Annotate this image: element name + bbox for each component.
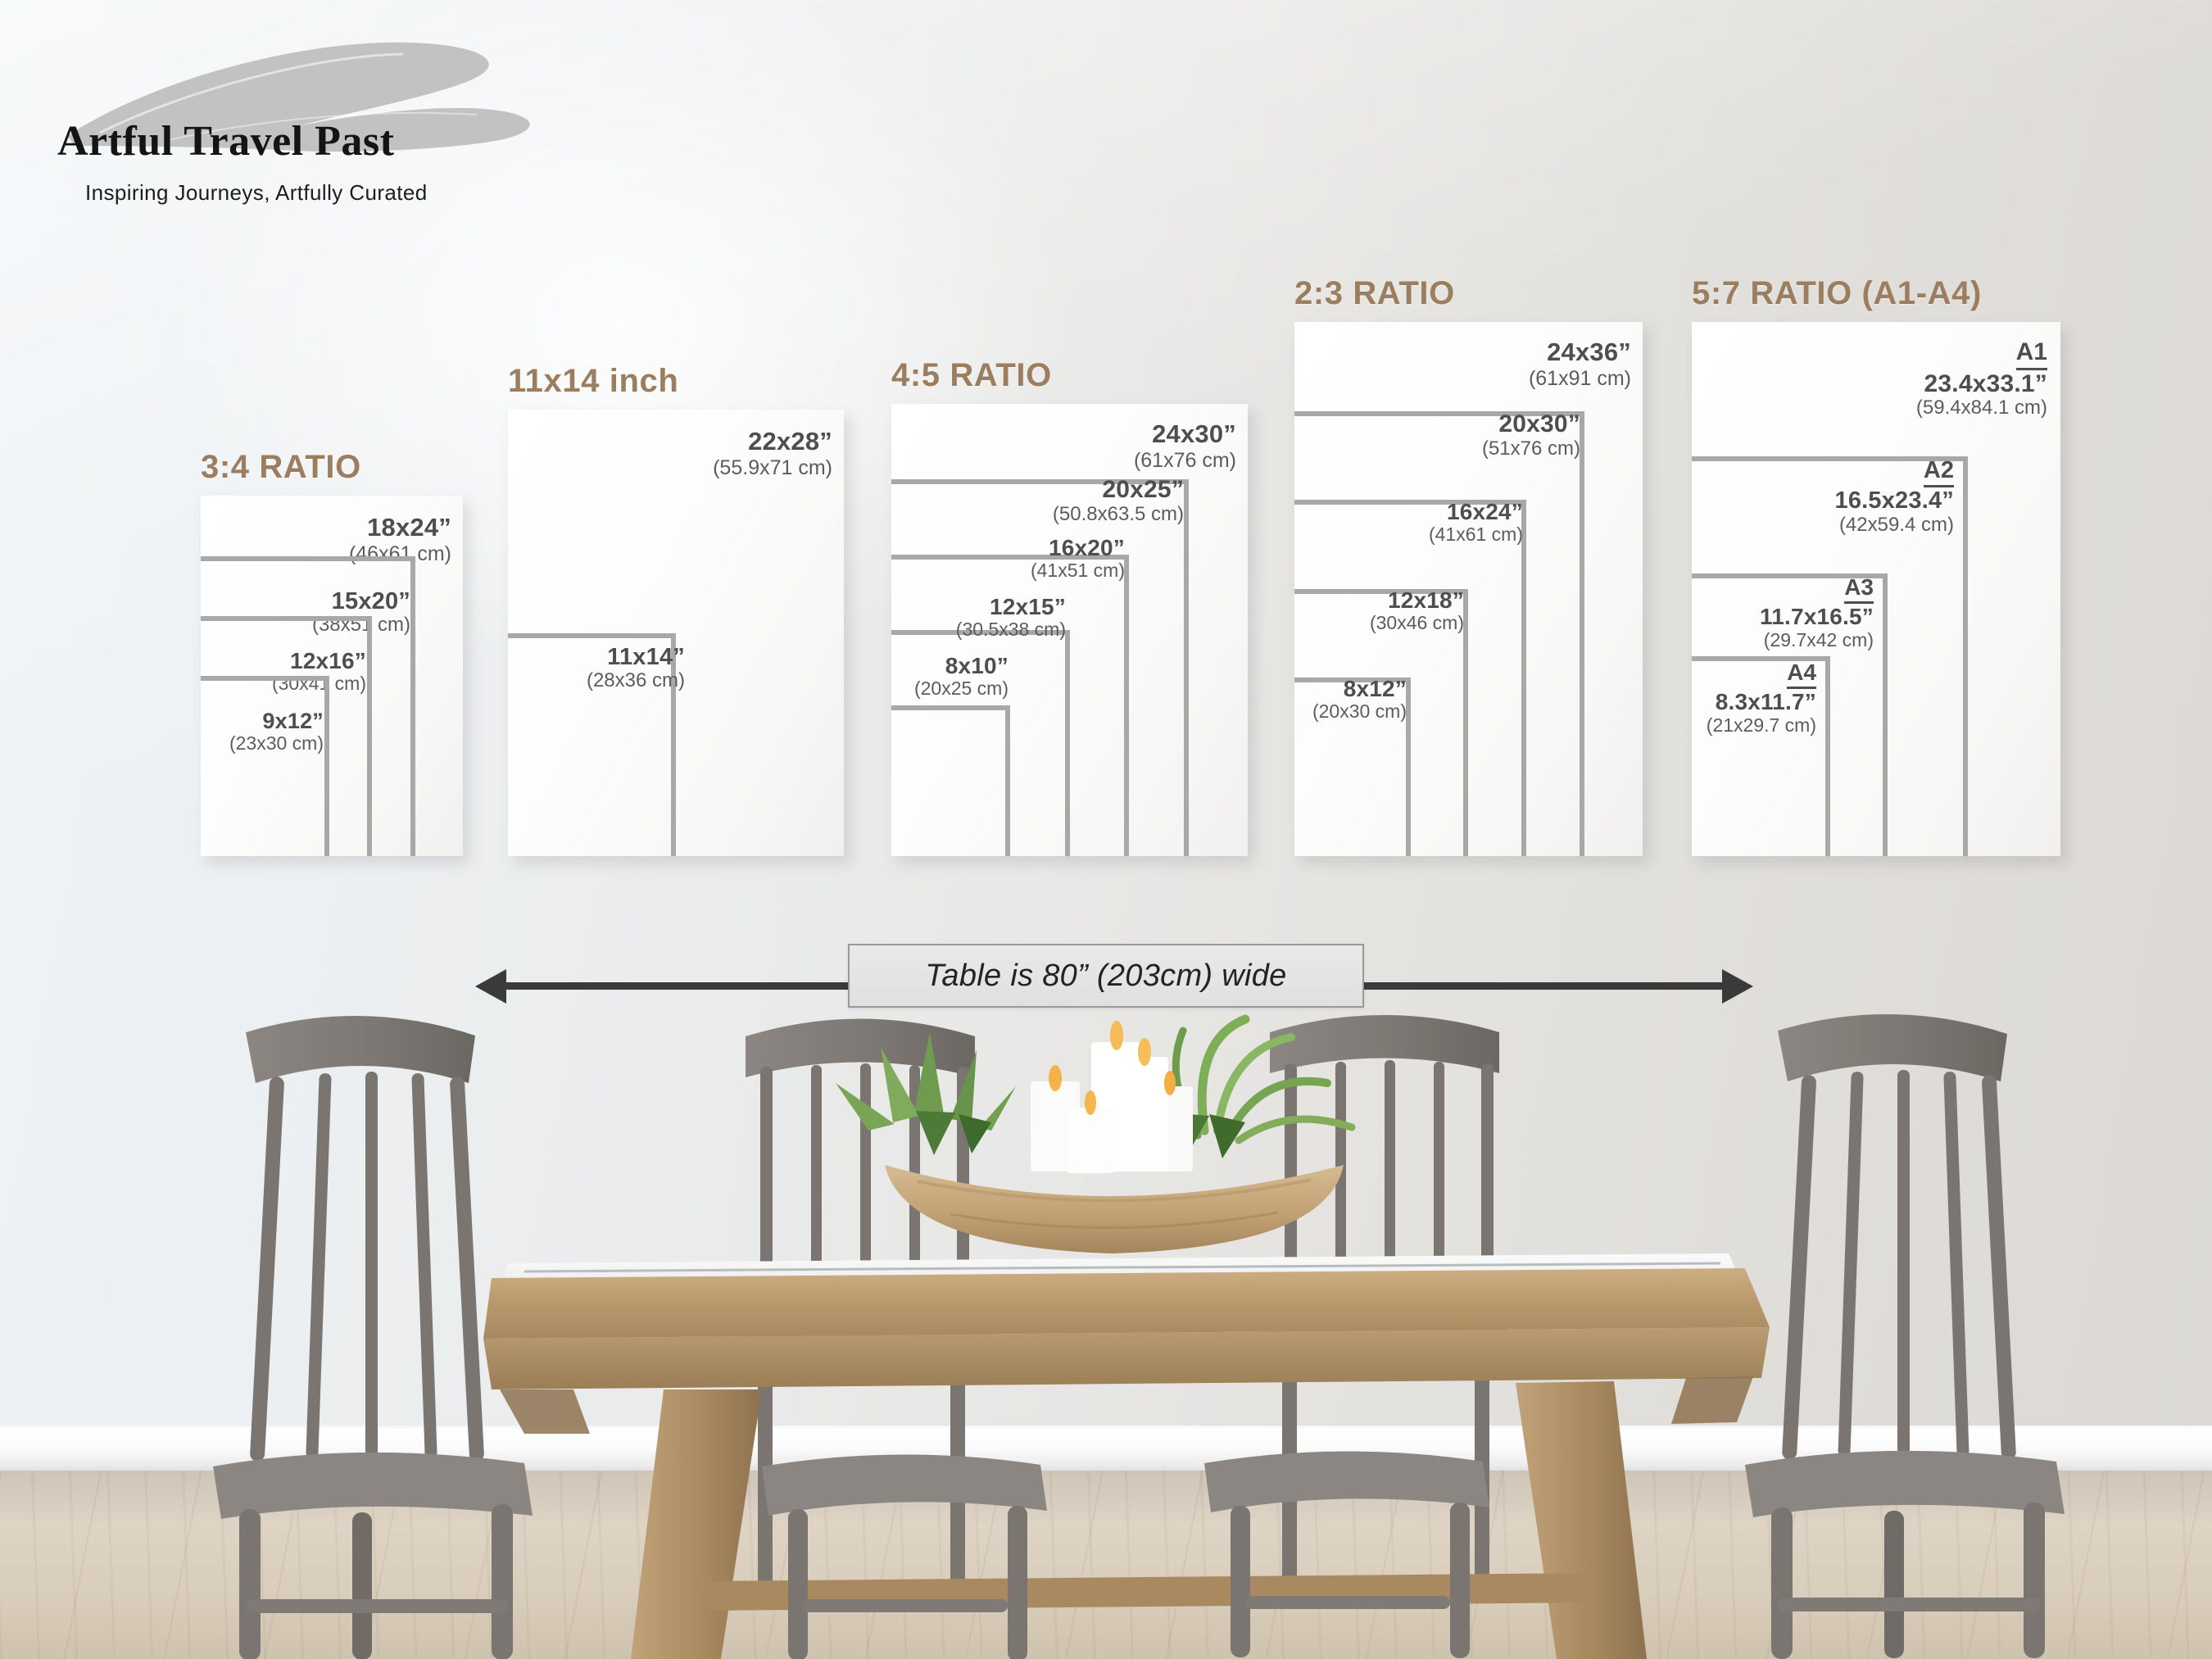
table-leg-right	[1516, 1381, 1647, 1659]
frame-outline-a1[interactable]	[1692, 322, 2060, 856]
dimension-label-box: Table is 80” (203cm) wide	[848, 944, 1364, 1008]
chair-left	[213, 1015, 533, 1659]
chair-seat-left	[213, 1452, 533, 1519]
frame-label-12x15: 12x15” (30.5x38 cm)	[955, 594, 1066, 641]
brush-stroke-icon	[67, 42, 530, 152]
frame-label-a2: A2 16.5x23.4” (42x59.4 cm)	[1834, 457, 1954, 536]
frame-outline-a2[interactable]	[1692, 456, 1968, 856]
dining-table	[483, 1268, 1770, 1659]
frame-outline-20x30[interactable]	[1294, 411, 1584, 856]
size-group-4-5-ratio: 4:5 RATIO 24x30” (61x76 cm) 20x25” (50.8…	[891, 357, 1248, 856]
centerpiece	[836, 1014, 1356, 1253]
frame-label-12x18: 12x18” (30x46 cm)	[1369, 587, 1464, 634]
frame-label-a4: A4 8.3x11.7” (21x29.7 cm)	[1706, 660, 1816, 736]
frame-label-8x12: 8x12” (20x30 cm)	[1312, 676, 1407, 723]
frame-label-8x10: 8x10” (20x25 cm)	[913, 653, 1009, 700]
brand-tagline: Inspiring Journeys, Artfully Curated	[85, 180, 428, 205]
frame-outline-15x20[interactable]	[201, 556, 415, 856]
paper-code-a4: A4	[1787, 660, 1816, 690]
frame-outline-16x24[interactable]	[1294, 500, 1526, 856]
chair-right	[1745, 1013, 2065, 1659]
frame-outline-8x10[interactable]	[891, 705, 1010, 856]
frame-outline-20x25[interactable]	[891, 479, 1189, 856]
paper-code-a1: A1	[2015, 338, 2047, 370]
arrow-right-icon	[1722, 969, 1753, 1004]
size-group-3-4-ratio: 3:4 RATIO 18x24” (46x61 cm) 15x20” (38x5…	[201, 449, 463, 856]
dimension-label-text: Table is 80” (203cm) wide	[925, 958, 1287, 993]
frame-outline-9x12[interactable]	[201, 676, 329, 856]
frame-label-20x30: 20x30” (51x76 cm)	[1481, 410, 1580, 460]
frame-label-16x20: 16x20” (41x51 cm)	[1030, 535, 1125, 582]
paper-code-a2: A2	[1923, 457, 1954, 488]
frame-label-24x30: 24x30” (61x76 cm)	[1133, 419, 1236, 472]
group-title-5-7-ratio: 5:7 RATIO (A1-A4)	[1692, 275, 1982, 311]
dining-set-illustration	[213, 1013, 2065, 1659]
frame-label-a3: A3 11.7x16.5” (29.7x42 cm)	[1759, 574, 1874, 650]
frame-outline-8x12[interactable]	[1294, 678, 1411, 856]
frame-label-24x36: 24x36” (61x91 cm)	[1528, 338, 1631, 390]
succulent-left-icon	[836, 1032, 1016, 1155]
brand-title: Artful Travel Past	[57, 118, 395, 165]
frame-label-20x25: 20x25” (50.8x63.5 cm)	[1052, 476, 1184, 525]
frame-label-16x24: 16x24” (41x61 cm)	[1428, 499, 1523, 546]
frame-outline-a3[interactable]	[1692, 573, 1888, 856]
brand-logo: Artful Travel Past Inspiring Journeys, A…	[51, 31, 575, 205]
frame-outline-a4[interactable]	[1692, 656, 1830, 856]
frame-outline-12x18[interactable]	[1294, 589, 1468, 856]
size-group-5-7-ratio: 5:7 RATIO (A1-A4) A1 23.4x33.1” (59.4x84…	[1692, 275, 2060, 856]
frame-label-18x24: 18x24” (46x61 cm)	[348, 513, 451, 565]
chair-tucked-right	[1204, 1451, 1489, 1658]
chair-tucked-left	[762, 1454, 1047, 1659]
frame-outline-16x20[interactable]	[891, 555, 1129, 856]
frame-outline-11x14[interactable]	[508, 633, 676, 856]
paper-code-a3: A3	[1844, 574, 1874, 605]
frame-outline-12x16[interactable]	[201, 616, 372, 856]
size-group-11x14-inch: 11x14 inch 22x28” (55.9x71 cm) 11x14” (2…	[508, 363, 844, 856]
table-leg-left	[631, 1389, 762, 1659]
frame-label-22x28: 22x28” (55.9x71 cm)	[713, 427, 832, 479]
group-title-4-5-ratio: 4:5 RATIO	[891, 357, 1052, 393]
frame-outline-12x15[interactable]	[891, 630, 1070, 856]
group-title-11x14-inch: 11x14 inch	[508, 363, 679, 399]
pillar-candles	[1031, 1021, 1193, 1173]
table-width-dimension: Table is 80” (203cm) wide	[475, 944, 1753, 1034]
chair-seat-right	[1745, 1450, 2065, 1517]
frame-label-9x12: 9x12” (23x30 cm)	[229, 709, 324, 755]
wooden-bowl-icon	[885, 1165, 1344, 1253]
group-title-2-3-ratio: 2:3 RATIO	[1294, 275, 1455, 311]
group-title-3-4-ratio: 3:4 RATIO	[201, 449, 361, 485]
size-group-2-3-ratio: 2:3 RATIO 24x36” (61x91 cm) 20x30” (51x7…	[1294, 275, 1643, 856]
frame-label-a1: A1 23.4x33.1” (59.4x84.1 cm)	[1915, 338, 2047, 419]
frame-label-11x14: 11x14” (28x36 cm)	[586, 644, 685, 692]
frame-outline-22x28[interactable]	[508, 410, 844, 856]
